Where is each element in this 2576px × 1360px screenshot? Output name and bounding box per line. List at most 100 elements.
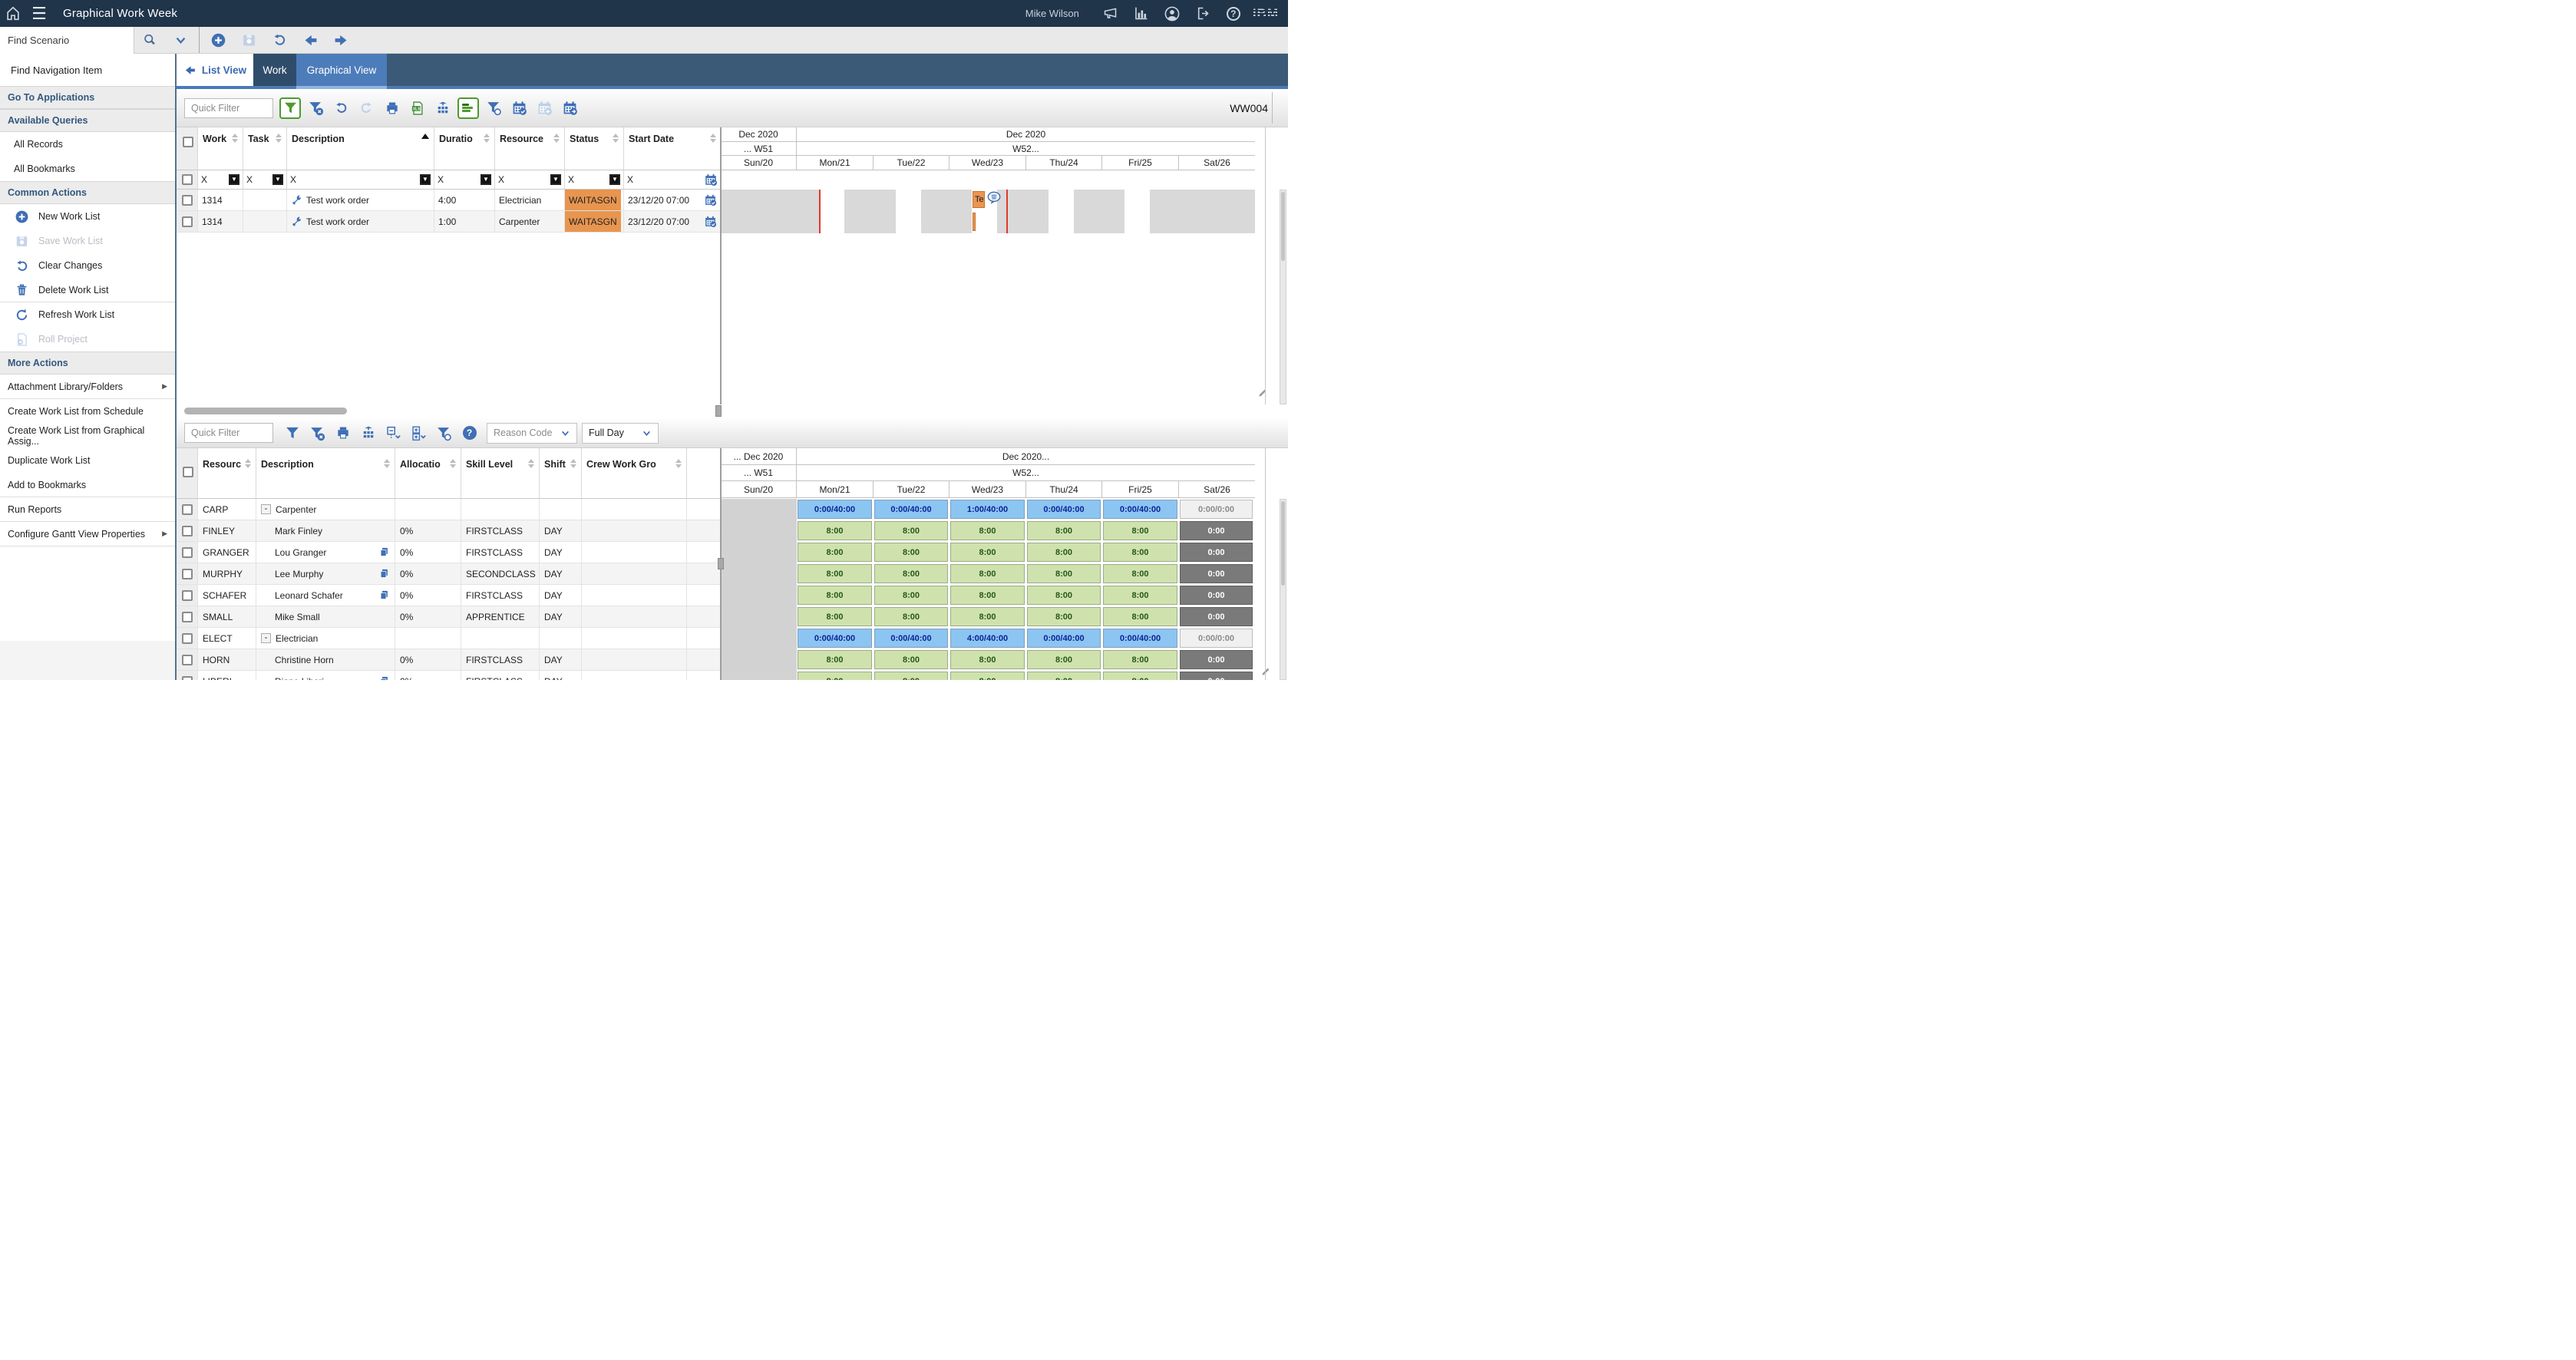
- vertical-scrollbar[interactable]: [1280, 499, 1286, 680]
- document-copy-icon[interactable]: [378, 546, 390, 558]
- tab-work[interactable]: Work: [253, 54, 296, 86]
- table-row[interactable]: HORN Christine Horn 0% FIRSTCLASS DAY: [177, 649, 720, 671]
- column-header-allocation[interactable]: Allocatio: [395, 448, 461, 498]
- quick-filter-input[interactable]: [184, 423, 273, 443]
- filter-assignments-icon[interactable]: [481, 97, 507, 120]
- select-all-checkbox[interactable]: [182, 467, 193, 477]
- calendar-icon[interactable]: [704, 215, 717, 228]
- table-row[interactable]: GRANGER Lou Granger 0% FIRSTCLASS DAY: [177, 542, 720, 563]
- comment-bubble-icon[interactable]: [986, 190, 1002, 206]
- select-all-checkbox-cell[interactable]: [177, 448, 198, 498]
- row-checkbox[interactable]: [181, 525, 193, 536]
- collapse-icon[interactable]: -: [261, 504, 271, 514]
- sort-icon[interactable]: [528, 459, 534, 468]
- help-icon[interactable]: ?: [457, 421, 482, 444]
- availability-cell[interactable]: 8:00: [1027, 543, 1101, 562]
- availability-cell[interactable]: 8:00: [1103, 672, 1177, 680]
- availability-cell[interactable]: 8:00: [874, 607, 948, 626]
- availability-cell[interactable]: 0:00/40:00: [1103, 500, 1177, 519]
- sidebar-item-refresh-work-list[interactable]: Refresh Work List: [0, 302, 175, 327]
- availability-cell[interactable]: 0:00: [1180, 650, 1253, 669]
- filter-cell-status[interactable]: X ▼: [565, 170, 624, 189]
- find-scenario-input[interactable]: [0, 27, 134, 54]
- select-all-checkbox[interactable]: [182, 137, 193, 147]
- availability-cell[interactable]: 8:00: [1103, 586, 1177, 605]
- availability-cell[interactable]: 0:00/40:00: [798, 629, 872, 648]
- vertical-scrollbar[interactable]: [1280, 190, 1286, 404]
- availability-cell[interactable]: 0:00: [1180, 672, 1253, 680]
- availability-cell[interactable]: 8:00: [950, 564, 1025, 583]
- table-row[interactable]: ELECT - Electrician: [177, 628, 720, 649]
- sort-icon[interactable]: [570, 459, 576, 468]
- sort-icon[interactable]: [553, 134, 560, 143]
- row-checkbox[interactable]: [181, 632, 193, 644]
- document-copy-icon[interactable]: [378, 675, 390, 680]
- availability-cell[interactable]: 8:00: [874, 564, 948, 583]
- table-row[interactable]: SMALL Mike Small 0% APPRENTICE DAY: [177, 606, 720, 628]
- profile-icon[interactable]: [1159, 0, 1185, 27]
- sort-icon[interactable]: [245, 459, 251, 468]
- column-header-task[interactable]: Task: [243, 127, 287, 170]
- availability-cell[interactable]: 1:00/40:00: [950, 500, 1025, 519]
- column-header-start-date[interactable]: Start Date: [624, 127, 720, 170]
- sidebar-item-add-to-bookmarks[interactable]: Add to Bookmarks: [0, 473, 175, 497]
- sidebar-item-all-bookmarks[interactable]: All Bookmarks: [14, 163, 75, 174]
- day-mode-select[interactable]: Full Day: [582, 422, 659, 444]
- column-header-shift[interactable]: Shift: [540, 448, 582, 498]
- availability-cell[interactable]: 0:00: [1180, 564, 1253, 583]
- help-icon[interactable]: ?: [1220, 0, 1247, 27]
- menu-icon[interactable]: ☰: [31, 3, 47, 23]
- document-copy-icon[interactable]: [378, 589, 390, 601]
- calendar-check-icon[interactable]: [507, 97, 532, 120]
- table-row[interactable]: LIBERI Diane Liberi 0% FIRSTCLASS DAY: [177, 671, 720, 680]
- availability-cell[interactable]: 8:00: [798, 564, 872, 583]
- availability-cell[interactable]: 8:00: [874, 543, 948, 562]
- table-row[interactable]: 1314 Test work order 1:00 Carpenter WAIT…: [177, 211, 720, 233]
- clear-filter-icon[interactable]: [303, 97, 329, 120]
- select-all-checkbox-cell[interactable]: [177, 127, 198, 170]
- column-header-resource[interactable]: Resource: [495, 127, 565, 170]
- availability-cell[interactable]: 8:00: [798, 521, 872, 540]
- availability-cell[interactable]: 8:00: [950, 543, 1025, 562]
- sidebar-item-create-from-graphical[interactable]: Create Work List from Graphical Assig...: [8, 425, 145, 447]
- availability-cell[interactable]: 8:00: [798, 672, 872, 680]
- collapse-icon[interactable]: -: [261, 633, 271, 643]
- row-checkbox[interactable]: [181, 611, 193, 622]
- work-order-bar[interactable]: Te: [973, 191, 985, 208]
- pane-splitter[interactable]: [720, 127, 722, 404]
- sidebar-item-new-work-list[interactable]: New Work List: [0, 204, 175, 229]
- availability-cell[interactable]: 8:00: [798, 607, 872, 626]
- filter-cell-resource[interactable]: X ▼: [495, 170, 565, 189]
- sidebar-item-delete-work-list[interactable]: Delete Work List: [0, 278, 175, 302]
- sort-icon[interactable]: [384, 459, 390, 468]
- availability-cell[interactable]: 8:00: [874, 650, 948, 669]
- filter-cell-duration[interactable]: X ▼: [434, 170, 495, 189]
- availability-cell[interactable]: 8:00: [1103, 650, 1177, 669]
- filter-cell-start-date[interactable]: X: [624, 170, 720, 189]
- gantt-view-active-icon[interactable]: [457, 97, 479, 119]
- column-header-duration[interactable]: Duratio: [434, 127, 495, 170]
- new-scenario-icon[interactable]: [203, 27, 233, 53]
- filter-dropdown-icon[interactable]: ▼: [550, 174, 561, 185]
- sort-icon[interactable]: [232, 134, 238, 143]
- row-checkbox[interactable]: [181, 546, 193, 558]
- sidebar-item-run-reports[interactable]: Run Reports: [0, 497, 175, 522]
- availability-cell[interactable]: 0:00/0:00: [1180, 629, 1253, 648]
- availability-cell[interactable]: 0:00/40:00: [1027, 500, 1101, 519]
- filter-dropdown-icon[interactable]: ▼: [609, 174, 620, 185]
- sort-icon[interactable]: [613, 134, 619, 143]
- filter-dropdown-icon[interactable]: ▼: [229, 174, 239, 185]
- reports-chart-icon[interactable]: [1128, 0, 1154, 27]
- collapse-all-icon[interactable]: [381, 421, 406, 444]
- sort-icon[interactable]: [710, 134, 716, 143]
- availability-cell[interactable]: 8:00: [1027, 650, 1101, 669]
- expand-all-icon[interactable]: [406, 421, 431, 444]
- table-row[interactable]: CARP - Carpenter: [177, 499, 720, 520]
- previous-arrow-icon[interactable]: [295, 27, 325, 53]
- availability-cell[interactable]: 8:00: [950, 650, 1025, 669]
- table-row[interactable]: MURPHY Lee Murphy 0% SECONDCLASS DAY: [177, 563, 720, 585]
- availability-cell[interactable]: 8:00: [874, 586, 948, 605]
- availability-cell[interactable]: 4:00/40:00: [950, 629, 1025, 648]
- availability-cell[interactable]: 8:00: [1027, 564, 1101, 583]
- availability-cell[interactable]: 0:00/40:00: [874, 500, 948, 519]
